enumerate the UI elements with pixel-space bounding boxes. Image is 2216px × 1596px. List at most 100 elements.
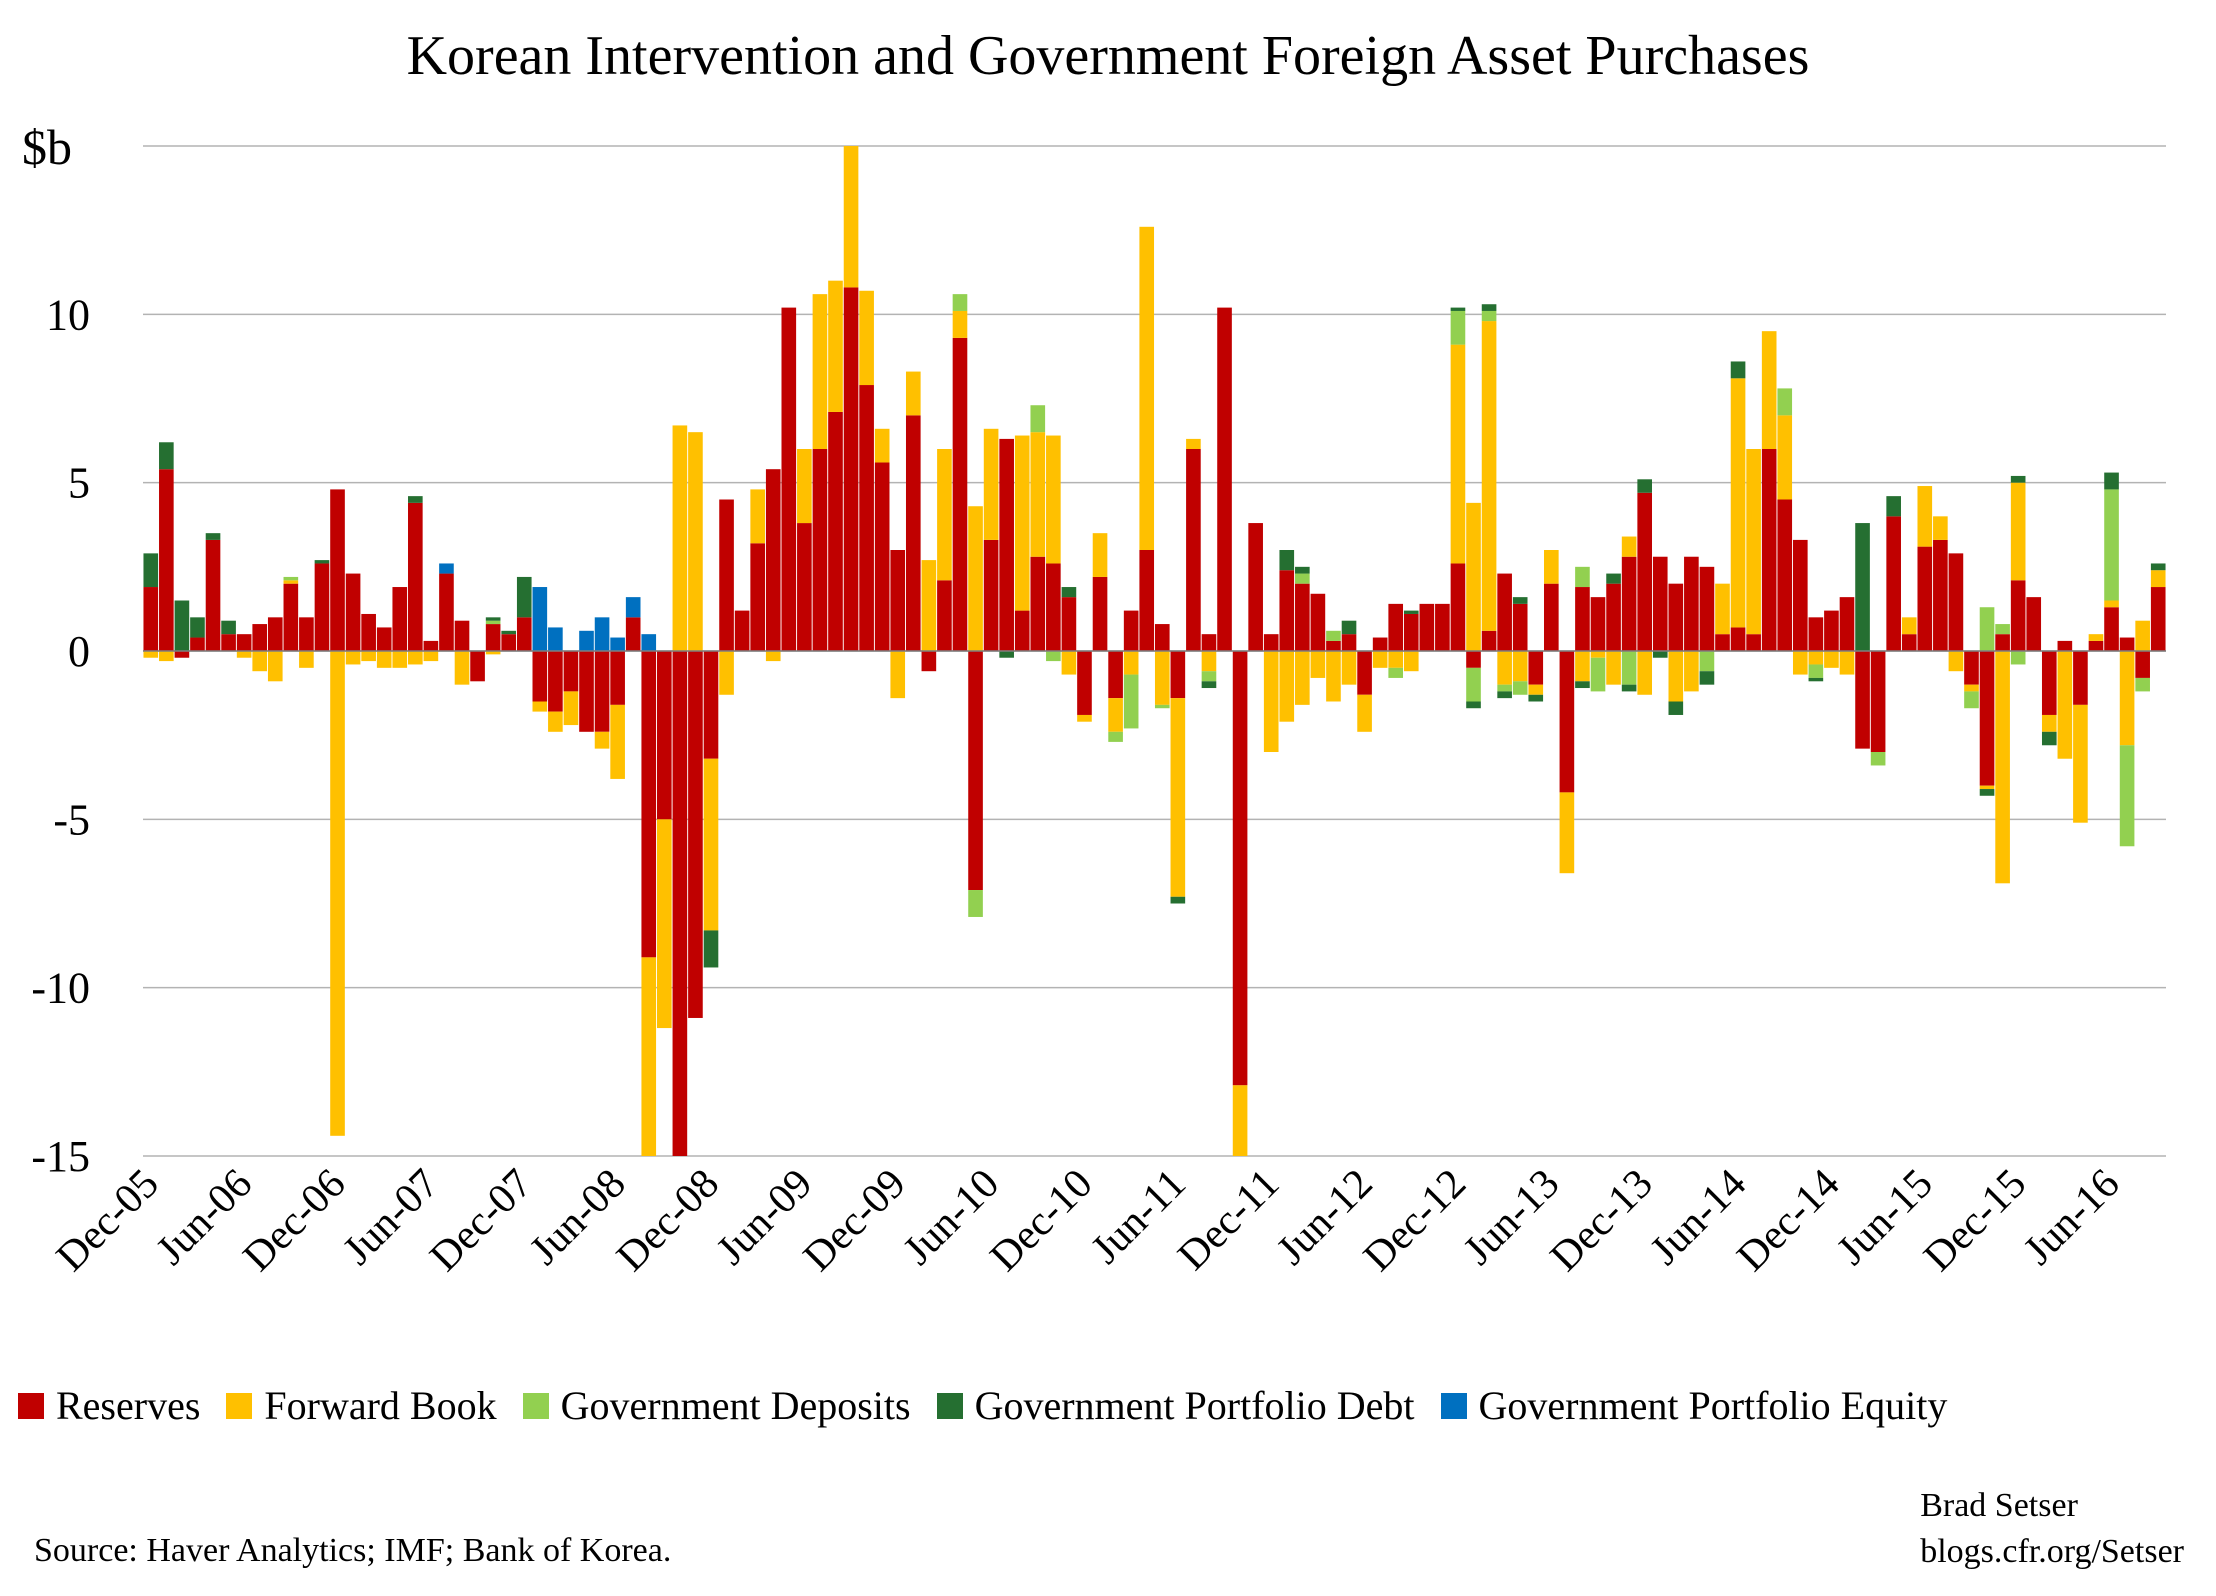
bar-forward-book <box>1139 226 1155 551</box>
bar-forward-book <box>1917 486 1933 547</box>
credit-site: blogs.cfr.org/Setser <box>1920 1533 2184 1570</box>
bar-reserves <box>1077 651 1092 715</box>
bar-government-portfolio-debt <box>1061 587 1077 598</box>
bar-forward-book <box>843 146 859 288</box>
bar-forward-book <box>2104 600 2119 608</box>
bar-forward-book <box>797 449 812 524</box>
bar-forward-book <box>672 425 688 651</box>
bar-reserves <box>1668 583 1684 651</box>
bar-reserves <box>1684 556 1699 651</box>
bar-reserves <box>703 651 719 759</box>
legend-swatch <box>1440 1392 1467 1419</box>
bar-reserves <box>2135 651 2150 678</box>
bar-reserves <box>283 583 299 651</box>
bar-government-portfolio-debt <box>221 620 236 635</box>
bar-reserves <box>1621 556 1637 651</box>
bar-reserves <box>1544 583 1559 651</box>
bar-reserves <box>221 634 236 651</box>
bar-reserves <box>205 539 221 651</box>
bar-reserves <box>252 624 268 651</box>
bar-reserves <box>2119 637 2135 651</box>
bar-forward-book <box>1232 1085 1248 1156</box>
x-tick-label: Dec-12 <box>1355 1161 1475 1281</box>
bar-forward-book <box>1684 651 1699 692</box>
bar-forward-book <box>594 731 610 749</box>
legend-label: Forward Book <box>264 1383 497 1428</box>
bar-reserves <box>1948 553 1964 651</box>
bar-forward-book <box>1808 651 1824 665</box>
bar-forward-book <box>1341 651 1357 685</box>
bar-reserves <box>2010 580 2026 651</box>
bar-reserves <box>516 617 532 651</box>
bar-reserves <box>1917 546 1933 651</box>
bar-reserves <box>1186 449 1201 651</box>
legend-swatch <box>522 1392 549 1419</box>
bar-reserves <box>267 617 283 651</box>
legend-item: Government Deposits <box>522 1382 911 1429</box>
bar-reserves <box>1139 550 1155 651</box>
bar-government-portfolio-debt <box>1808 677 1824 682</box>
bar-reserves <box>439 573 454 651</box>
bar-reserves <box>470 651 485 682</box>
bar-forward-book <box>563 691 579 726</box>
bar-forward-book <box>1606 651 1621 685</box>
bar-government-portfolio-debt <box>2010 475 2026 483</box>
bar-reserves <box>1403 613 1419 651</box>
bar-government-portfolio-debt <box>1668 701 1684 715</box>
bar-reserves <box>1964 651 1979 685</box>
bar-reserves <box>1295 583 1310 651</box>
bar-forward-book <box>1014 435 1030 611</box>
bar-reserves <box>2041 651 2057 715</box>
bar-reserves <box>921 651 937 672</box>
bar-government-portfolio-debt <box>1497 691 1512 699</box>
bar-forward-book <box>485 651 501 655</box>
bar-government-deposits <box>1154 704 1170 709</box>
bar-government-deposits <box>1046 651 1061 662</box>
bar-government-portfolio-debt <box>1606 573 1621 584</box>
bar-government-deposits <box>1699 651 1715 672</box>
bar-government-deposits <box>1388 667 1404 678</box>
x-tick-label: Dec-09 <box>795 1161 915 1281</box>
bar-government-portfolio-debt <box>205 533 221 540</box>
bar-forward-book <box>1590 651 1606 658</box>
bar-government-portfolio-debt <box>1403 610 1419 614</box>
legend-item: Reserves <box>18 1382 200 1429</box>
bar-forward-book <box>1295 651 1310 705</box>
bar-forward-book <box>299 651 314 668</box>
bar-reserves <box>1310 593 1326 651</box>
bar-government-deposits <box>1621 651 1637 685</box>
source-note: Source: Haver Analytics; IMF; Bank of Ko… <box>34 1532 672 1569</box>
bar-reserves <box>1466 651 1481 668</box>
bar-reserves <box>594 651 610 732</box>
bar-forward-book <box>423 651 439 662</box>
bar-reserves <box>454 620 470 651</box>
bar-reserves <box>1824 610 1839 651</box>
bar-forward-book <box>1730 378 1746 628</box>
bar-forward-book <box>1123 651 1139 675</box>
bar-government-deposits <box>283 576 299 581</box>
bar-reserves <box>625 617 641 651</box>
bar-reserves <box>968 651 983 891</box>
bar-forward-book <box>1948 651 1964 672</box>
x-tick-label: Jun-16 <box>2015 1161 2128 1274</box>
bar-government-portfolio-debt <box>190 617 205 638</box>
bar-reserves <box>1575 587 1590 651</box>
bar-forward-book <box>1466 502 1481 651</box>
bar-government-deposits <box>1995 624 2010 635</box>
bar-government-portfolio-debt <box>1652 651 1668 658</box>
bar-government-portfolio-equity <box>439 563 454 574</box>
bar-forward-book <box>1637 651 1653 695</box>
bar-reserves <box>408 502 423 651</box>
bar-government-portfolio-debt <box>1637 479 1653 493</box>
bar-reserves <box>1061 597 1077 651</box>
bar-government-portfolio-debt <box>703 930 719 968</box>
bars <box>143 146 2166 1156</box>
bar-reserves <box>1559 651 1575 793</box>
bar-government-portfolio-debt <box>1450 307 1466 311</box>
bar-forward-book <box>2119 651 2135 746</box>
bar-reserves <box>423 640 439 651</box>
bar-forward-book <box>905 371 921 416</box>
bar-government-portfolio-debt <box>143 553 159 588</box>
bar-government-portfolio-debt <box>1466 701 1481 709</box>
